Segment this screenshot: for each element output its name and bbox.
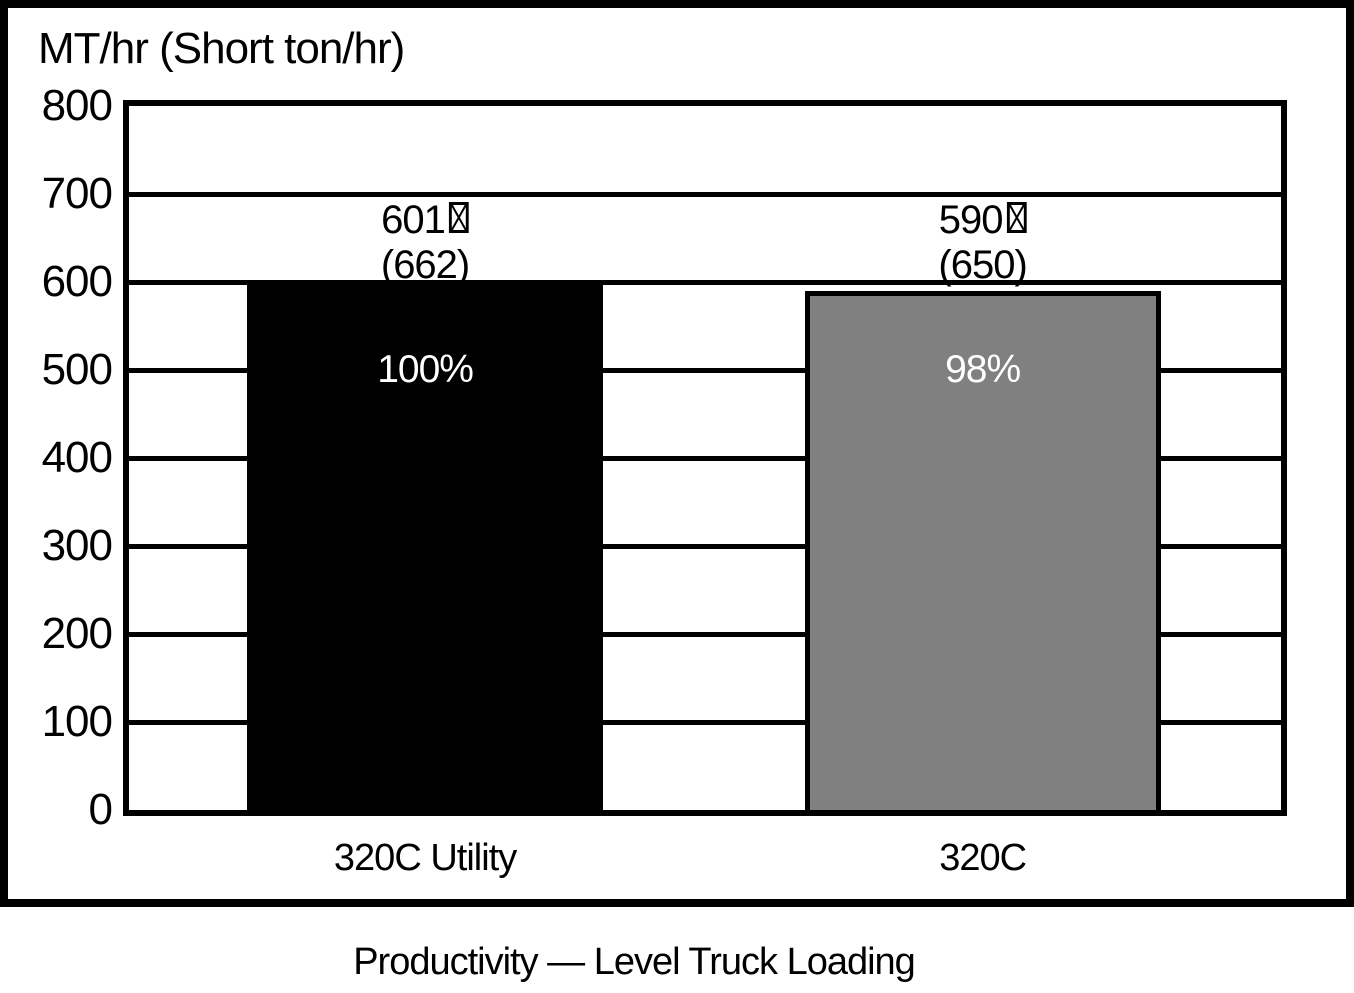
bar-value-label: 601 (662)	[380, 198, 470, 288]
chart-frame: MT/hr (Short ton/hr) 0 100 200 300 400 500 600…	[0, 0, 1354, 907]
bar-1-320c-utility	[247, 281, 604, 810]
missing-glyph-icon	[448, 202, 469, 233]
bar-value-text: 590	[938, 198, 1004, 242]
y-axis-unit-label: MT/hr (Short ton/hr)	[38, 24, 405, 73]
gridline	[129, 367, 1281, 373]
gridline	[129, 631, 1281, 637]
x-category-label: 320C Utility	[333, 837, 517, 879]
bar-secondary-value-text: (662)	[380, 243, 470, 287]
y-tick-label: 0	[88, 785, 114, 834]
x-axis-category-labels: 320C Utility 320C	[129, 834, 1281, 882]
bar-secondary-value-text: (650)	[938, 243, 1027, 287]
bar-value-label: 590 (650)	[938, 198, 1027, 288]
bar-value-line: 590	[938, 198, 1027, 243]
x-category-label: 320C	[939, 837, 1027, 879]
gridline	[129, 191, 1281, 197]
gridline	[129, 543, 1281, 549]
y-tick-label: 600	[41, 257, 113, 306]
y-axis-tick-labels: 0 100 200 300 400 500 600 700 800	[8, 84, 113, 832]
y-tick-label: 500	[41, 345, 113, 394]
gridline	[129, 455, 1281, 461]
bar-percent-label: 98%	[945, 348, 1021, 391]
chart-title: Productivity — Level Truck Loading	[353, 941, 916, 983]
bar-value-line: 601	[381, 198, 469, 243]
y-tick-label: 800	[41, 81, 113, 130]
gridline	[129, 279, 1281, 285]
y-tick-label: 100	[41, 697, 113, 746]
y-tick-label: 400	[41, 433, 113, 482]
bar-value-text: 601	[381, 198, 446, 242]
missing-glyph-icon	[1006, 202, 1027, 233]
y-tick-label: 700	[41, 169, 113, 218]
bar-2-320c	[804, 290, 1161, 810]
y-tick-label: 200	[41, 609, 113, 658]
y-tick-label: 300	[41, 521, 113, 570]
bar-percent-label: 100%	[377, 348, 474, 391]
gridline	[129, 719, 1281, 725]
plot-area: 100% 601 (662) 98% 590 (650)	[123, 100, 1287, 816]
